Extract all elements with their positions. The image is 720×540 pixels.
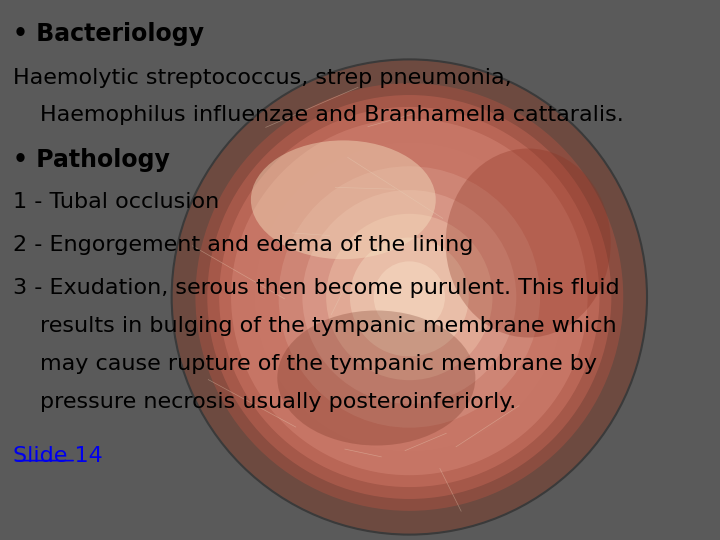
Ellipse shape (231, 119, 588, 475)
Ellipse shape (251, 140, 436, 259)
Ellipse shape (326, 214, 492, 380)
Text: pressure necrosis usually posteroinferiorly.: pressure necrosis usually posteroinferio… (40, 392, 516, 411)
Text: Haemophilus influenzae and Branhamella cattaralis.: Haemophilus influenzae and Branhamella c… (40, 105, 624, 125)
Text: • Pathology: • Pathology (13, 148, 170, 172)
Ellipse shape (446, 148, 611, 338)
Ellipse shape (195, 83, 624, 511)
Text: may cause rupture of the tympanic membrane by: may cause rupture of the tympanic membra… (40, 354, 597, 374)
Text: 1 - Tubal occlusion: 1 - Tubal occlusion (13, 192, 220, 212)
Ellipse shape (277, 310, 475, 446)
Text: Haemolytic streptococcus, strep pneumonia,: Haemolytic streptococcus, strep pneumoni… (13, 68, 512, 87)
Ellipse shape (219, 107, 600, 487)
Ellipse shape (207, 95, 611, 499)
Ellipse shape (255, 143, 564, 451)
Ellipse shape (279, 166, 540, 428)
Text: Slide 14: Slide 14 (13, 446, 103, 465)
Ellipse shape (302, 190, 516, 404)
Ellipse shape (350, 238, 469, 356)
Text: 2 - Engorgement and edema of the lining: 2 - Engorgement and edema of the lining (13, 235, 474, 255)
Text: results in bulging of the tympanic membrane which: results in bulging of the tympanic membr… (40, 316, 616, 336)
Text: 3 - Exudation, serous then become purulent. This fluid: 3 - Exudation, serous then become purule… (13, 278, 620, 298)
Ellipse shape (171, 59, 647, 535)
Text: • Bacteriology: • Bacteriology (13, 22, 204, 45)
Ellipse shape (374, 261, 445, 333)
